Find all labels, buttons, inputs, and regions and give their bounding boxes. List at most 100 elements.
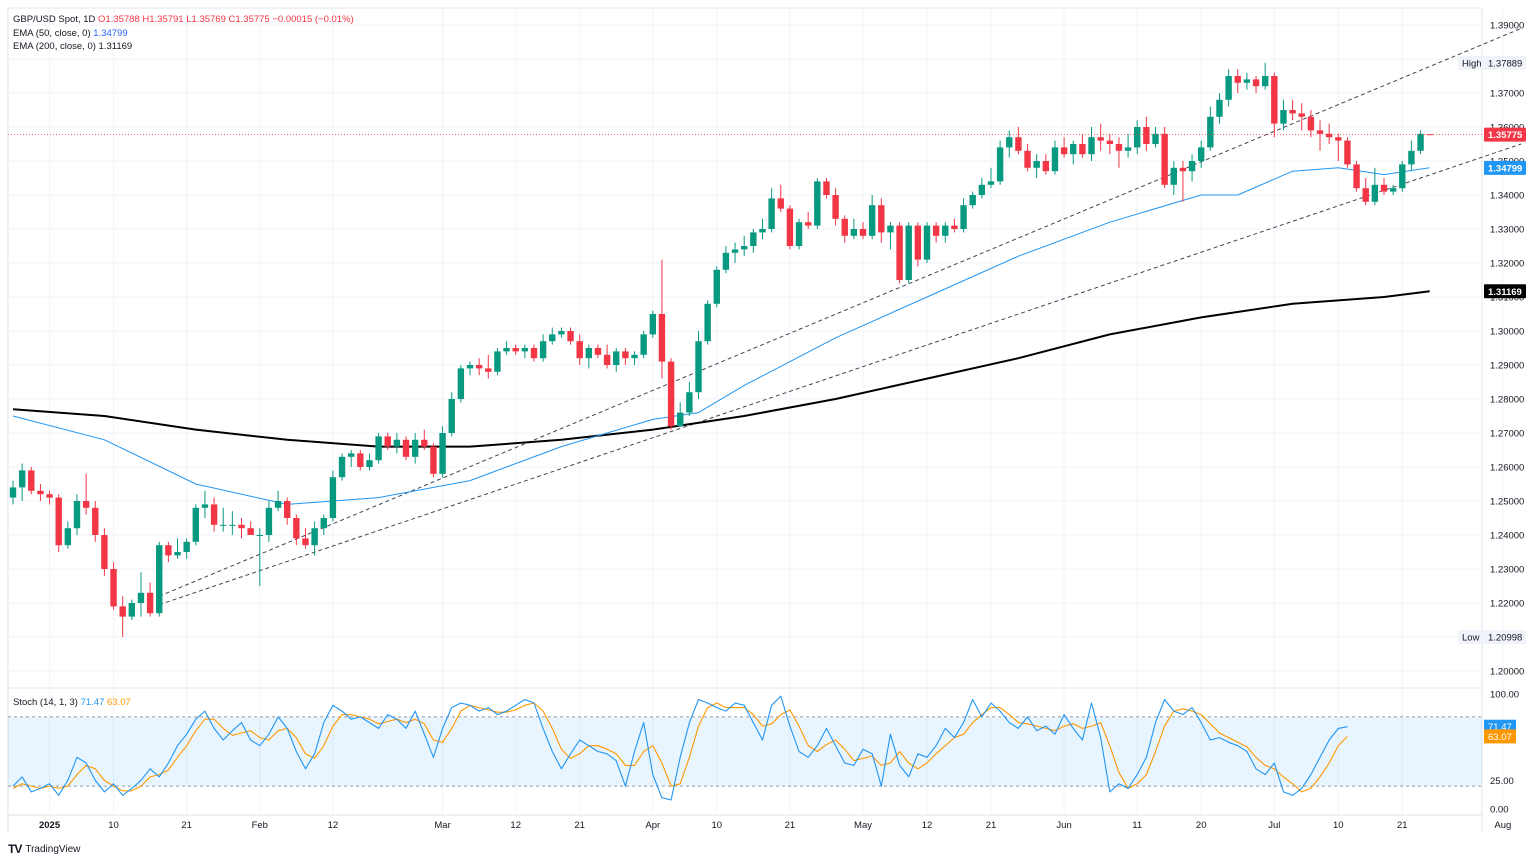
low-price-badge[interactable]: Low 1.20998 — [1458, 630, 1526, 645]
dashed-trendline[interactable] — [159, 143, 1522, 606]
price-axis[interactable]: 1.200001.210001.220001.230001.240001.250… — [1458, 21, 1526, 678]
candle[interactable] — [338, 453, 346, 481]
candle[interactable] — [713, 266, 720, 308]
candle[interactable] — [832, 188, 839, 226]
candle[interactable] — [466, 361, 474, 376]
candle[interactable] — [174, 538, 181, 559]
candle[interactable] — [649, 310, 656, 338]
candle[interactable] — [613, 348, 620, 372]
candle[interactable] — [731, 242, 739, 263]
candle[interactable] — [512, 344, 519, 355]
candle[interactable] — [329, 470, 337, 522]
candle[interactable] — [631, 351, 638, 365]
candle[interactable] — [1399, 161, 1406, 192]
candle[interactable] — [603, 344, 611, 369]
candle[interactable] — [960, 198, 967, 233]
candle[interactable] — [1198, 140, 1205, 168]
candle[interactable] — [923, 222, 931, 263]
candle[interactable] — [539, 334, 547, 362]
candle[interactable] — [1417, 130, 1424, 155]
candle[interactable] — [823, 178, 830, 199]
candle[interactable] — [1298, 103, 1305, 131]
candle[interactable] — [375, 433, 382, 464]
candle[interactable] — [658, 259, 666, 379]
candle[interactable] — [1070, 140, 1077, 165]
candle[interactable] — [667, 358, 675, 430]
candle[interactable] — [284, 497, 291, 525]
symbol-title[interactable]: GBP/USD Spot, 1D — [13, 14, 96, 25]
candle[interactable] — [996, 140, 1004, 185]
candle[interactable] — [156, 541, 163, 617]
candle[interactable] — [594, 344, 602, 359]
candle[interactable] — [677, 402, 684, 427]
candle[interactable] — [1060, 137, 1068, 158]
candle[interactable] — [1106, 133, 1113, 155]
candle[interactable] — [229, 511, 236, 535]
candle[interactable] — [1325, 123, 1333, 144]
candle[interactable] — [1115, 137, 1123, 168]
candle[interactable] — [137, 572, 145, 617]
candle[interactable] — [1179, 161, 1187, 202]
candle[interactable] — [1335, 133, 1342, 161]
candle[interactable] — [430, 443, 437, 478]
candle[interactable] — [311, 521, 318, 556]
candle[interactable] — [92, 501, 99, 542]
candle[interactable] — [640, 331, 647, 359]
stochastic-pane[interactable] — [8, 695, 1482, 801]
candle[interactable] — [247, 521, 254, 535]
candle[interactable] — [119, 596, 126, 637]
candle[interactable] — [1316, 120, 1324, 151]
candle[interactable] — [1426, 134, 1433, 136]
candle[interactable] — [1408, 140, 1415, 172]
candle[interactable] — [28, 467, 35, 495]
candle[interactable] — [814, 178, 821, 229]
candle[interactable] — [722, 246, 730, 274]
candle[interactable] — [887, 222, 894, 250]
candle[interactable] — [951, 218, 958, 233]
candle[interactable] — [786, 205, 794, 250]
high-price-badge[interactable]: High 1.37889 — [1458, 55, 1526, 70]
candle[interactable] — [1207, 106, 1214, 151]
candle[interactable] — [768, 188, 775, 233]
candle[interactable] — [1389, 184, 1397, 195]
candle[interactable] — [704, 300, 711, 345]
candle[interactable] — [521, 344, 529, 359]
candle[interactable] — [475, 358, 483, 376]
candle[interactable] — [558, 327, 565, 338]
candle[interactable] — [347, 450, 355, 467]
candle[interactable] — [293, 514, 300, 546]
candle[interactable] — [503, 341, 510, 355]
candle[interactable] — [686, 382, 693, 416]
candle[interactable] — [1271, 72, 1278, 138]
ema200-price-badge[interactable]: 1.31169 — [1484, 284, 1526, 299]
stoch-legend[interactable]: Stoch (14, 1, 3) 71.47 63.07 — [13, 697, 131, 708]
candle[interactable] — [448, 392, 455, 437]
candle[interactable] — [320, 514, 327, 535]
candle[interactable] — [1225, 69, 1232, 107]
candle[interactable] — [1371, 167, 1379, 206]
candle[interactable] — [210, 497, 218, 532]
candle[interactable] — [878, 198, 885, 243]
candle[interactable] — [868, 195, 876, 240]
candle[interactable] — [1134, 120, 1141, 155]
ema200-line[interactable] — [12, 290, 1430, 448]
stoch-d-line[interactable] — [12, 702, 1348, 793]
candle[interactable] — [1097, 123, 1104, 151]
candle[interactable] — [741, 235, 748, 257]
candle[interactable] — [1042, 154, 1050, 175]
candle[interactable] — [942, 222, 949, 243]
candle[interactable] — [585, 344, 593, 369]
candlestick-series[interactable] — [9, 62, 1433, 637]
candle[interactable] — [366, 453, 373, 471]
candle[interactable] — [777, 184, 784, 212]
dashed-trendline[interactable] — [159, 27, 1522, 597]
candle[interactable] — [1143, 116, 1150, 151]
candle[interactable] — [1353, 161, 1360, 192]
candle[interactable] — [274, 490, 282, 512]
candle[interactable] — [101, 528, 108, 576]
candle[interactable] — [1380, 178, 1388, 195]
candle[interactable] — [494, 348, 501, 376]
candle[interactable] — [220, 507, 227, 532]
candle[interactable] — [9, 480, 17, 505]
candle[interactable] — [804, 212, 812, 229]
